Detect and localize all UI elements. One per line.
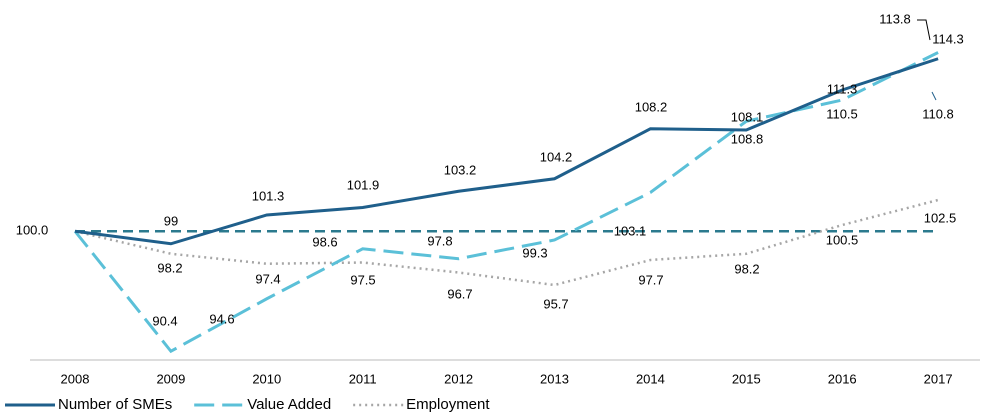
x-tick-label: 2014 <box>636 371 665 386</box>
data-label: 97.4 <box>255 271 280 286</box>
x-tick-label: 2012 <box>444 371 473 386</box>
data-label: 108.8 <box>731 131 764 146</box>
data-label: 97.5 <box>350 272 375 287</box>
x-tick-label: 2017 <box>924 371 953 386</box>
series-line <box>74 57 939 246</box>
series-line <box>73 51 939 354</box>
series-line <box>74 198 939 287</box>
leader-line <box>931 91 937 101</box>
legend-label: Number of SMEs <box>58 396 172 412</box>
data-label: 99.3 <box>522 245 547 260</box>
data-label: 98.2 <box>157 260 182 275</box>
data-label: 101.9 <box>347 177 380 192</box>
data-label: 100.0 <box>16 222 49 237</box>
data-label: 108.2 <box>635 99 668 114</box>
leader-line <box>917 19 931 41</box>
data-label: 98.6 <box>312 234 337 249</box>
data-label: 101.3 <box>252 188 285 203</box>
x-tick-label: 2011 <box>349 371 377 386</box>
annotation: 110.8 <box>922 106 954 121</box>
data-label: 103.1 <box>614 223 647 238</box>
legend-label: Employment <box>406 396 490 412</box>
x-tick-label: 2016 <box>828 371 857 386</box>
data-label: 102.5 <box>924 210 957 225</box>
data-label: 99 <box>164 213 178 228</box>
data-label: 100.5 <box>826 232 859 247</box>
x-tick-label: 2009 <box>156 371 185 386</box>
data-label: 114.3 <box>932 31 964 46</box>
x-tick-label: 2015 <box>732 371 761 386</box>
data-label: 104.2 <box>540 149 573 164</box>
x-tick-label: 2013 <box>540 371 569 386</box>
data-label: 98.2 <box>734 261 759 276</box>
x-tick-label: 2008 <box>61 371 90 386</box>
data-label: 94.6 <box>209 311 234 326</box>
data-label: 108.1 <box>731 109 764 124</box>
legend-label: Value Added <box>247 396 331 412</box>
data-label: 113.8 <box>879 11 911 26</box>
data-label: 103.2 <box>444 162 477 177</box>
x-tick-label: 2010 <box>252 371 281 386</box>
data-label: 96.7 <box>447 286 472 301</box>
data-label: 110.5 <box>826 106 858 121</box>
data-label: 97.8 <box>427 233 452 248</box>
data-label: 95.7 <box>543 296 568 311</box>
data-label: 97.7 <box>638 272 663 287</box>
data-label: 111.3 <box>827 81 858 96</box>
data-label: 90.4 <box>152 313 177 328</box>
